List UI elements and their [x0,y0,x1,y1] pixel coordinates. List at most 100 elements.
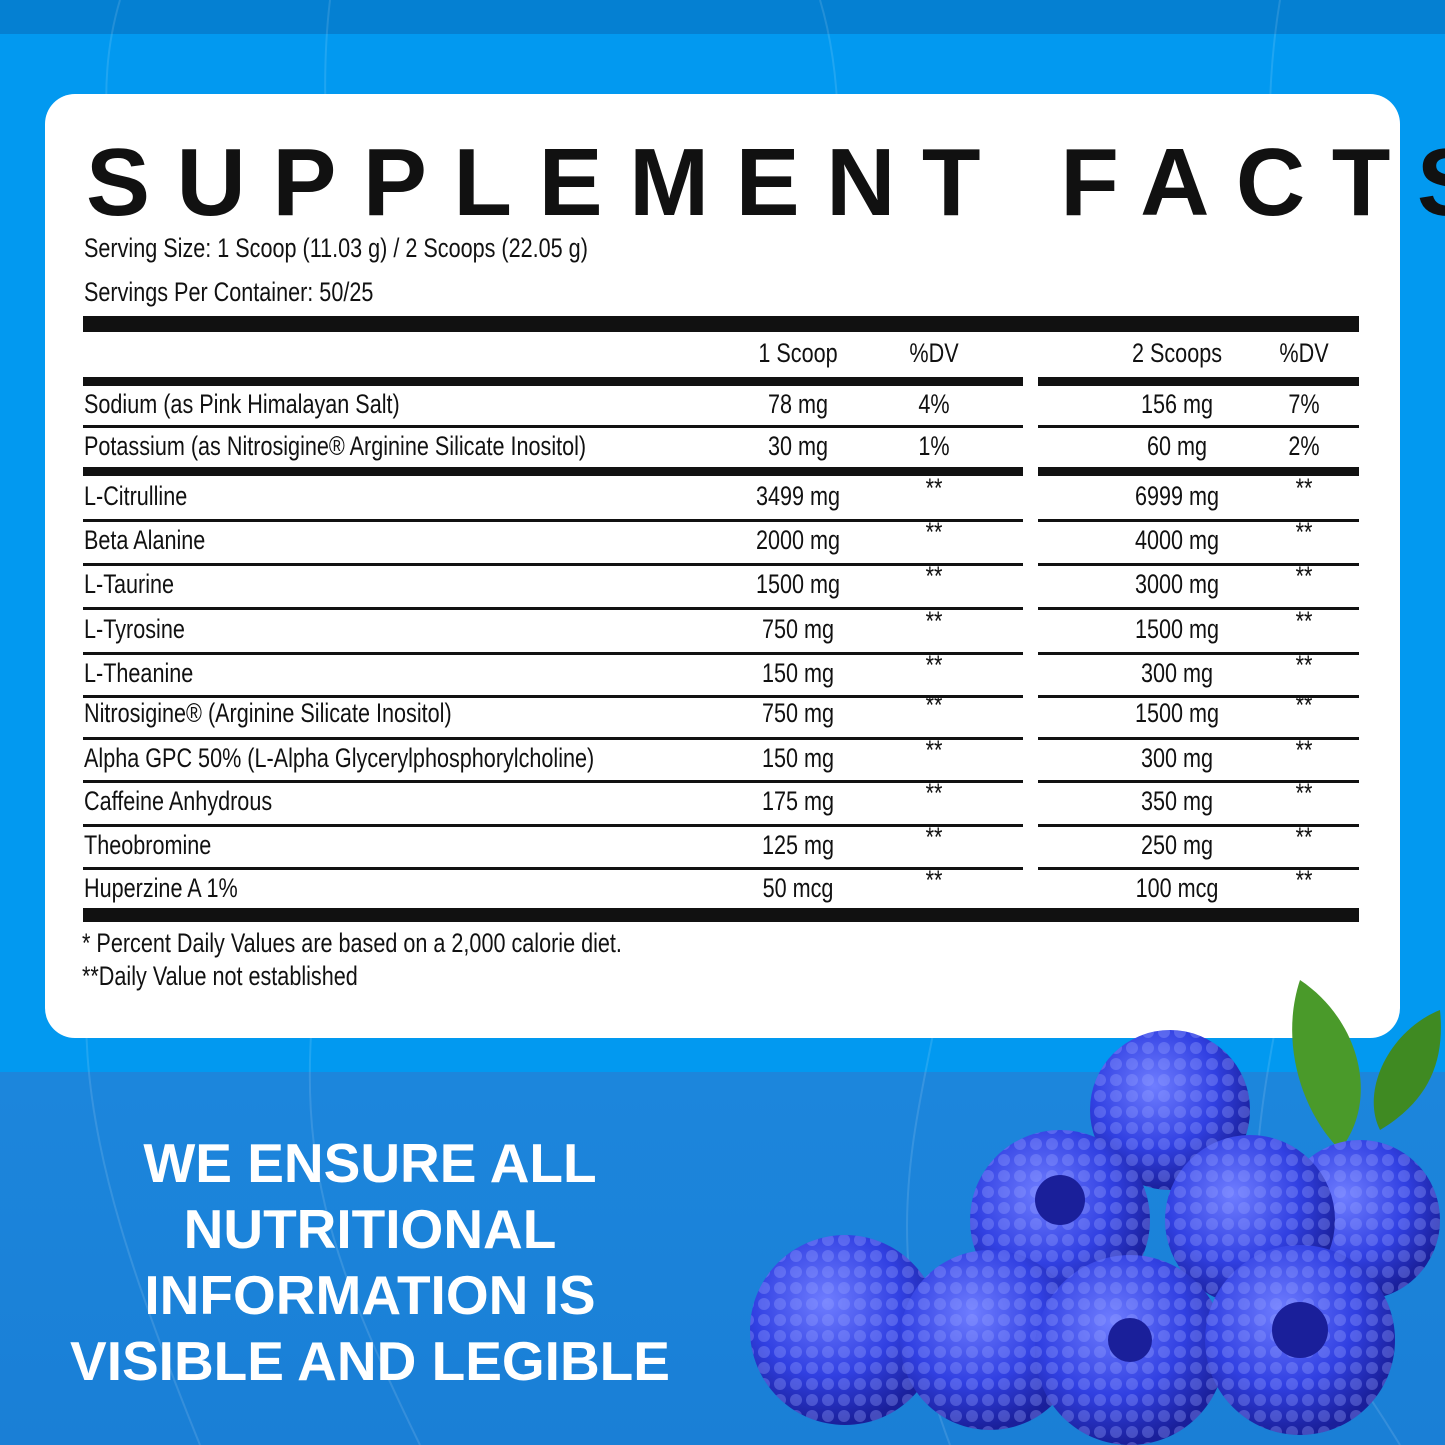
amount-two-scoops: 156 mg [1140,389,1214,419]
dv-two-scoops: ** [1295,865,1313,895]
slogan-line: INFORMATION IS [144,1264,596,1326]
row-divider [1038,867,1359,870]
amount-two-scoops: 60 mg [1146,431,1208,461]
ingredient-name: Huperzine A 1% [84,873,238,903]
leaf-icon [1292,980,1361,1150]
dv-one-scoop: ** [925,822,943,852]
amount-one-scoop: 750 mg [761,698,835,728]
amount-two-scoops: 350 mg [1140,786,1214,816]
ingredient-name: Potassium (as Nitrosigine® Arginine Sili… [84,431,587,461]
amount-two-scoops: 1500 mg [1134,614,1220,644]
amount-one-scoop: 30 mg [767,431,829,461]
row-divider [1038,824,1359,827]
amount-two-scoops: 4000 mg [1134,525,1220,555]
row-divider [1038,780,1359,783]
ingredient-name: L-Tyrosine [84,614,185,644]
row-divider [83,867,1023,870]
dv-one-scoop: ** [925,778,943,808]
amount-one-scoop: 175 mg [761,786,835,816]
slogan-line: VISIBLE AND LEGIBLE [70,1330,670,1392]
raspberry-cluster [750,1030,1440,1445]
thick-rule [83,316,1359,332]
ingredient-name: Nitrosigine® (Arginine Silicate Inositol… [84,698,452,728]
thick-rule [83,467,1023,476]
supplement-facts-panel [45,94,1400,1038]
amount-two-scoops: 300 mg [1140,658,1214,688]
ingredient-name: Sodium (as Pink Himalayan Salt) [84,389,400,419]
dv-two-scoops: ** [1295,690,1313,720]
dv-two-scoops: ** [1295,606,1313,636]
amount-two-scoops: 3000 mg [1134,569,1220,599]
dv-two-scoops: ** [1295,473,1313,503]
thick-rule [1038,377,1359,386]
dv-two-scoops: ** [1295,778,1313,808]
row-divider [83,780,1023,783]
header-dv-two: %DV [1279,338,1329,368]
amount-one-scoop: 1500 mg [755,569,841,599]
amount-one-scoop: 2000 mg [755,525,841,555]
row-divider [83,695,1023,698]
leaf-icon [1373,1010,1441,1130]
serving-size: Serving Size: 1 Scoop (11.03 g) / 2 Scoo… [84,233,588,263]
ingredient-name: L-Citrulline [84,481,188,511]
dv-one-scoop: ** [925,606,943,636]
dv-one-scoop: ** [925,735,943,765]
slogan-line: NUTRITIONAL [183,1198,557,1260]
row-divider [1038,563,1359,566]
dv-two-scoops: ** [1295,735,1313,765]
amount-two-scoops: 300 mg [1140,743,1214,773]
row-divider [83,737,1023,740]
panel-title: SUPPLEMENT FACTS [86,129,1445,236]
slogan: WE ENSURE ALL NUTRITIONAL INFORMATION IS… [40,1130,700,1394]
dv-one-scoop: ** [925,865,943,895]
ingredient-name: Theobromine [84,830,212,860]
amount-one-scoop: 150 mg [761,658,835,688]
amount-two-scoops: 1500 mg [1134,698,1220,728]
row-divider [83,425,1023,428]
amount-two-scoops: 250 mg [1140,830,1214,860]
header-dv-one: %DV [909,338,959,368]
ingredient-name: L-Taurine [84,569,175,599]
ingredient-name: Caffeine Anhydrous [84,786,273,816]
header-one-scoop: 1 Scoop [758,338,838,368]
slogan-line: WE ENSURE ALL [143,1132,597,1194]
row-divider [83,519,1023,522]
amount-one-scoop: 150 mg [761,743,835,773]
dv-two-scoops: 2% [1288,431,1320,461]
row-divider [1038,652,1359,655]
ingredient-name: Alpha GPC 50% (L-Alpha Glycerylphosphory… [84,743,595,773]
amount-one-scoop: 78 mg [767,389,829,419]
dv-one-scoop: ** [925,561,943,591]
header-two-scoops: 2 Scoops [1131,338,1223,368]
row-divider [1038,519,1359,522]
amount-two-scoops: 6999 mg [1134,481,1220,511]
thick-rule [83,908,1359,922]
dv-two-scoops: ** [1295,517,1313,547]
dv-one-scoop: 1% [918,431,950,461]
amount-one-scoop: 750 mg [761,614,835,644]
top-band [0,0,1445,34]
ingredient-name: Beta Alanine [84,525,206,555]
dv-two-scoops: 7% [1288,389,1320,419]
row-divider [1038,607,1359,610]
dv-one-scoop: ** [925,690,943,720]
ingredient-name: L-Theanine [84,658,194,688]
dv-one-scoop: ** [925,650,943,680]
row-divider [83,652,1023,655]
row-divider [83,563,1023,566]
dv-one-scoop: 4% [918,389,950,419]
footnote-not-established: **Daily Value not established [82,961,358,991]
dv-one-scoop: ** [925,473,943,503]
thick-rule [83,377,1023,386]
row-divider [83,824,1023,827]
row-divider [1038,737,1359,740]
footnote-dv: * Percent Daily Values are based on a 2,… [82,928,622,958]
row-divider [1038,695,1359,698]
row-divider [83,607,1023,610]
amount-one-scoop: 50 mcg [762,873,834,903]
row-divider [1038,425,1359,428]
amount-one-scoop: 3499 mg [755,481,841,511]
amount-one-scoop: 125 mg [761,830,835,860]
blue-raspberries-image [750,980,1441,1445]
thick-rule [1038,467,1359,476]
